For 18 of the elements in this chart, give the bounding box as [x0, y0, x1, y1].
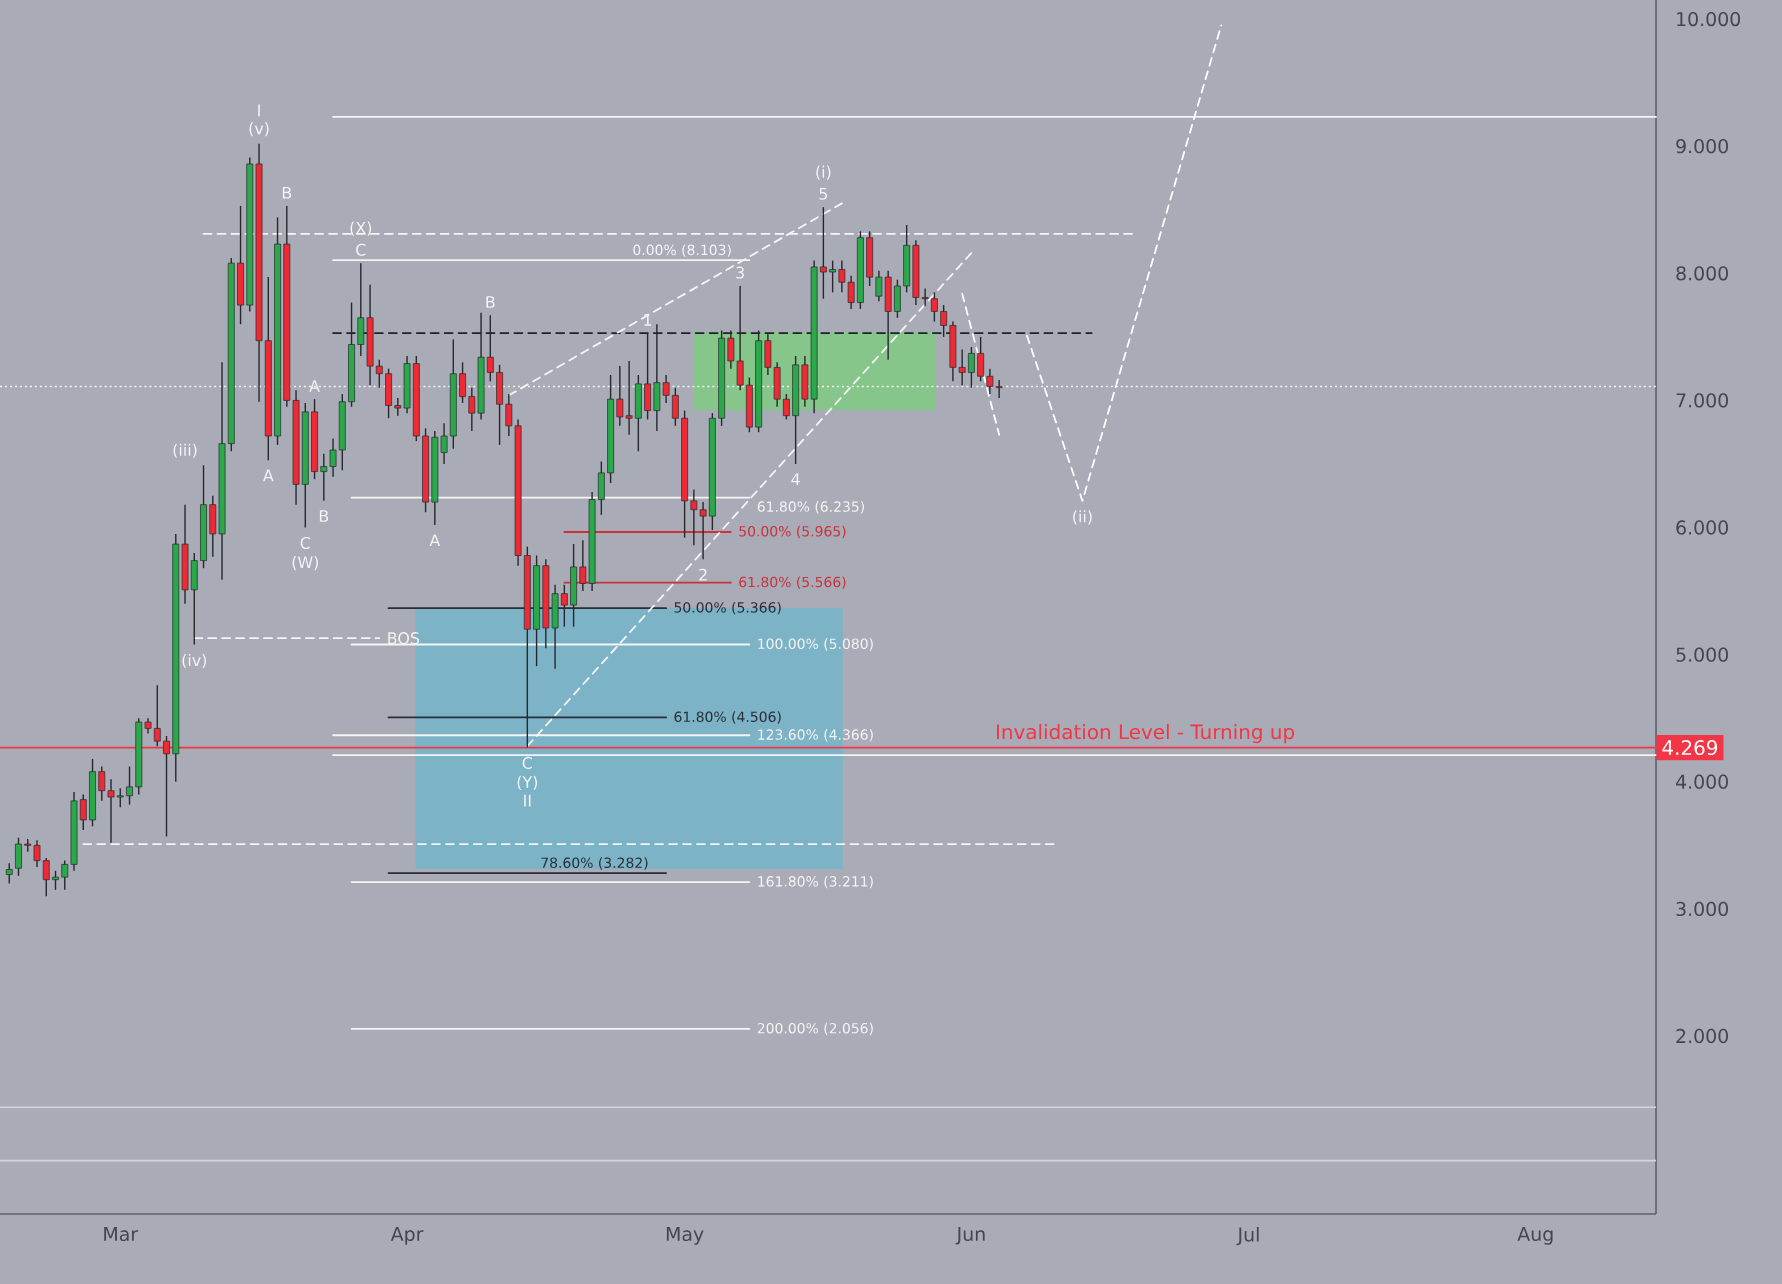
- y-tick-label: 7.000: [1676, 393, 1728, 408]
- x-tick-label: May: [666, 1227, 704, 1245]
- candlestick: [5, 862, 13, 885]
- x-tick-label: Jul: [1236, 1227, 1259, 1246]
- x-tick-label: Apr: [390, 1227, 424, 1245]
- ref-line-label: Invalidation Level - Turning up: [996, 723, 1295, 744]
- y-tick-label: 6.000: [1676, 520, 1728, 535]
- y-tick-label: 3.000: [1676, 901, 1728, 917]
- y-tick-label: 4.000: [1675, 774, 1728, 789]
- annotation: 4.269: [1662, 740, 1718, 756]
- y-tick-label: 8.000: [1676, 266, 1728, 281]
- x-tick-label: Aug: [1517, 1227, 1553, 1245]
- y-tick-label: 2.000: [1676, 1028, 1728, 1044]
- y-tick-label: 9.000: [1676, 139, 1728, 154]
- y-tick-label: 5.000: [1676, 647, 1728, 662]
- x-tick-label: Jun: [955, 1227, 985, 1245]
- y-tick-label: 10.000: [1677, 11, 1741, 27]
- x-tick-label: Mar: [104, 1227, 139, 1242]
